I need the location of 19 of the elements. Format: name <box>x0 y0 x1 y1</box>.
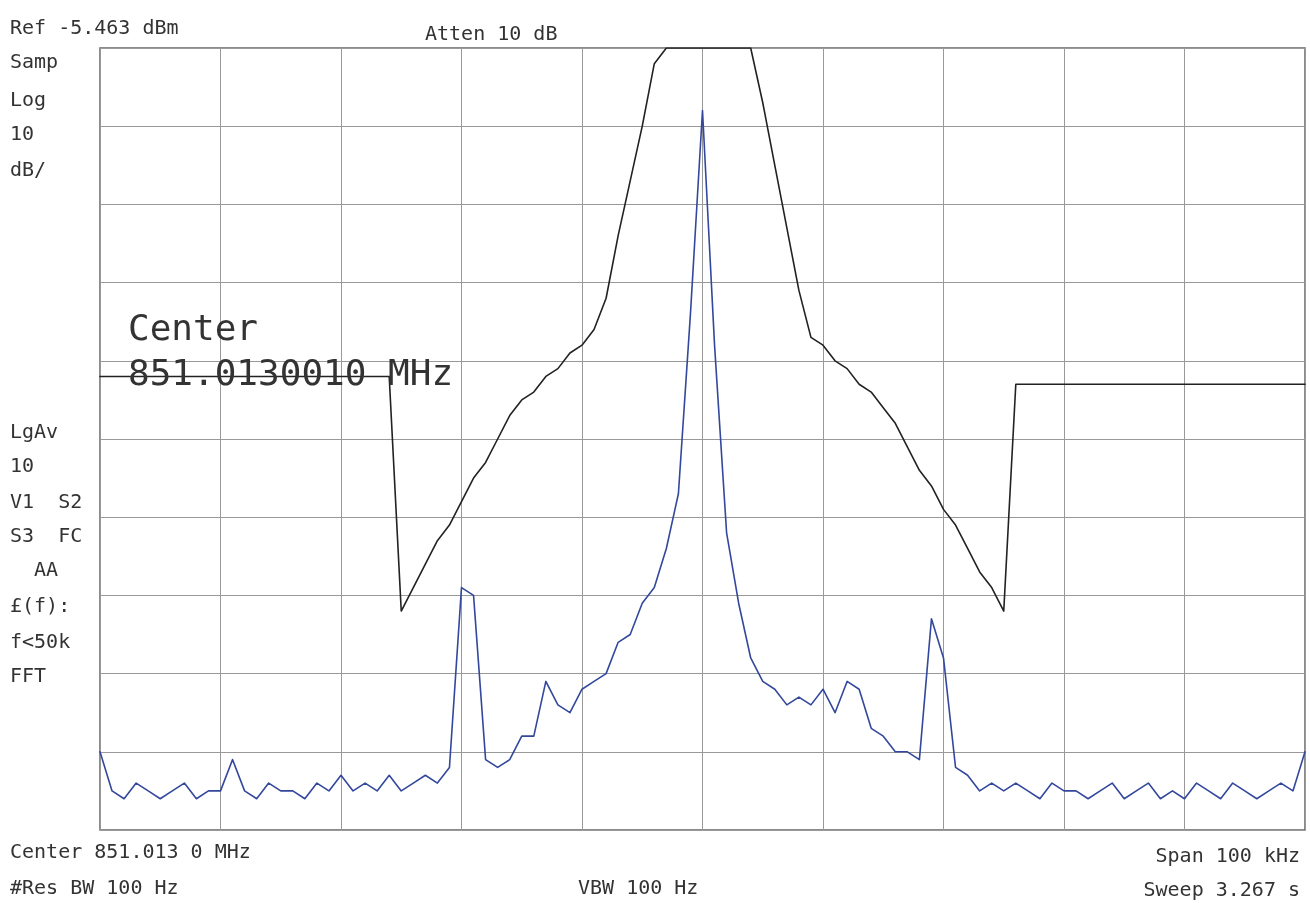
text: Log <box>10 86 47 111</box>
text: VBW 100 Hz <box>578 874 699 899</box>
text: Span 100 kHz <box>1155 842 1301 867</box>
text: LgAv <box>10 418 59 443</box>
text: #Res BW 100 Hz <box>10 874 179 899</box>
text: Ref -5.463 dBm <box>10 14 179 39</box>
text: Sweep 3.267 s <box>1143 876 1301 901</box>
text: dB/ <box>10 156 47 181</box>
text: S3 FC <box>10 522 83 547</box>
text: AA <box>34 556 59 581</box>
text: 10 <box>10 120 35 145</box>
text: FFT <box>10 662 47 687</box>
text: Samp <box>10 48 59 73</box>
text: Center 851.013 0 MHz <box>10 838 251 863</box>
text: f<50k <box>10 628 71 653</box>
text: 10 <box>10 452 35 477</box>
text: V1 S2 <box>10 488 83 513</box>
text: Atten 10 dB <box>425 20 558 45</box>
text: £(f): <box>10 592 71 617</box>
